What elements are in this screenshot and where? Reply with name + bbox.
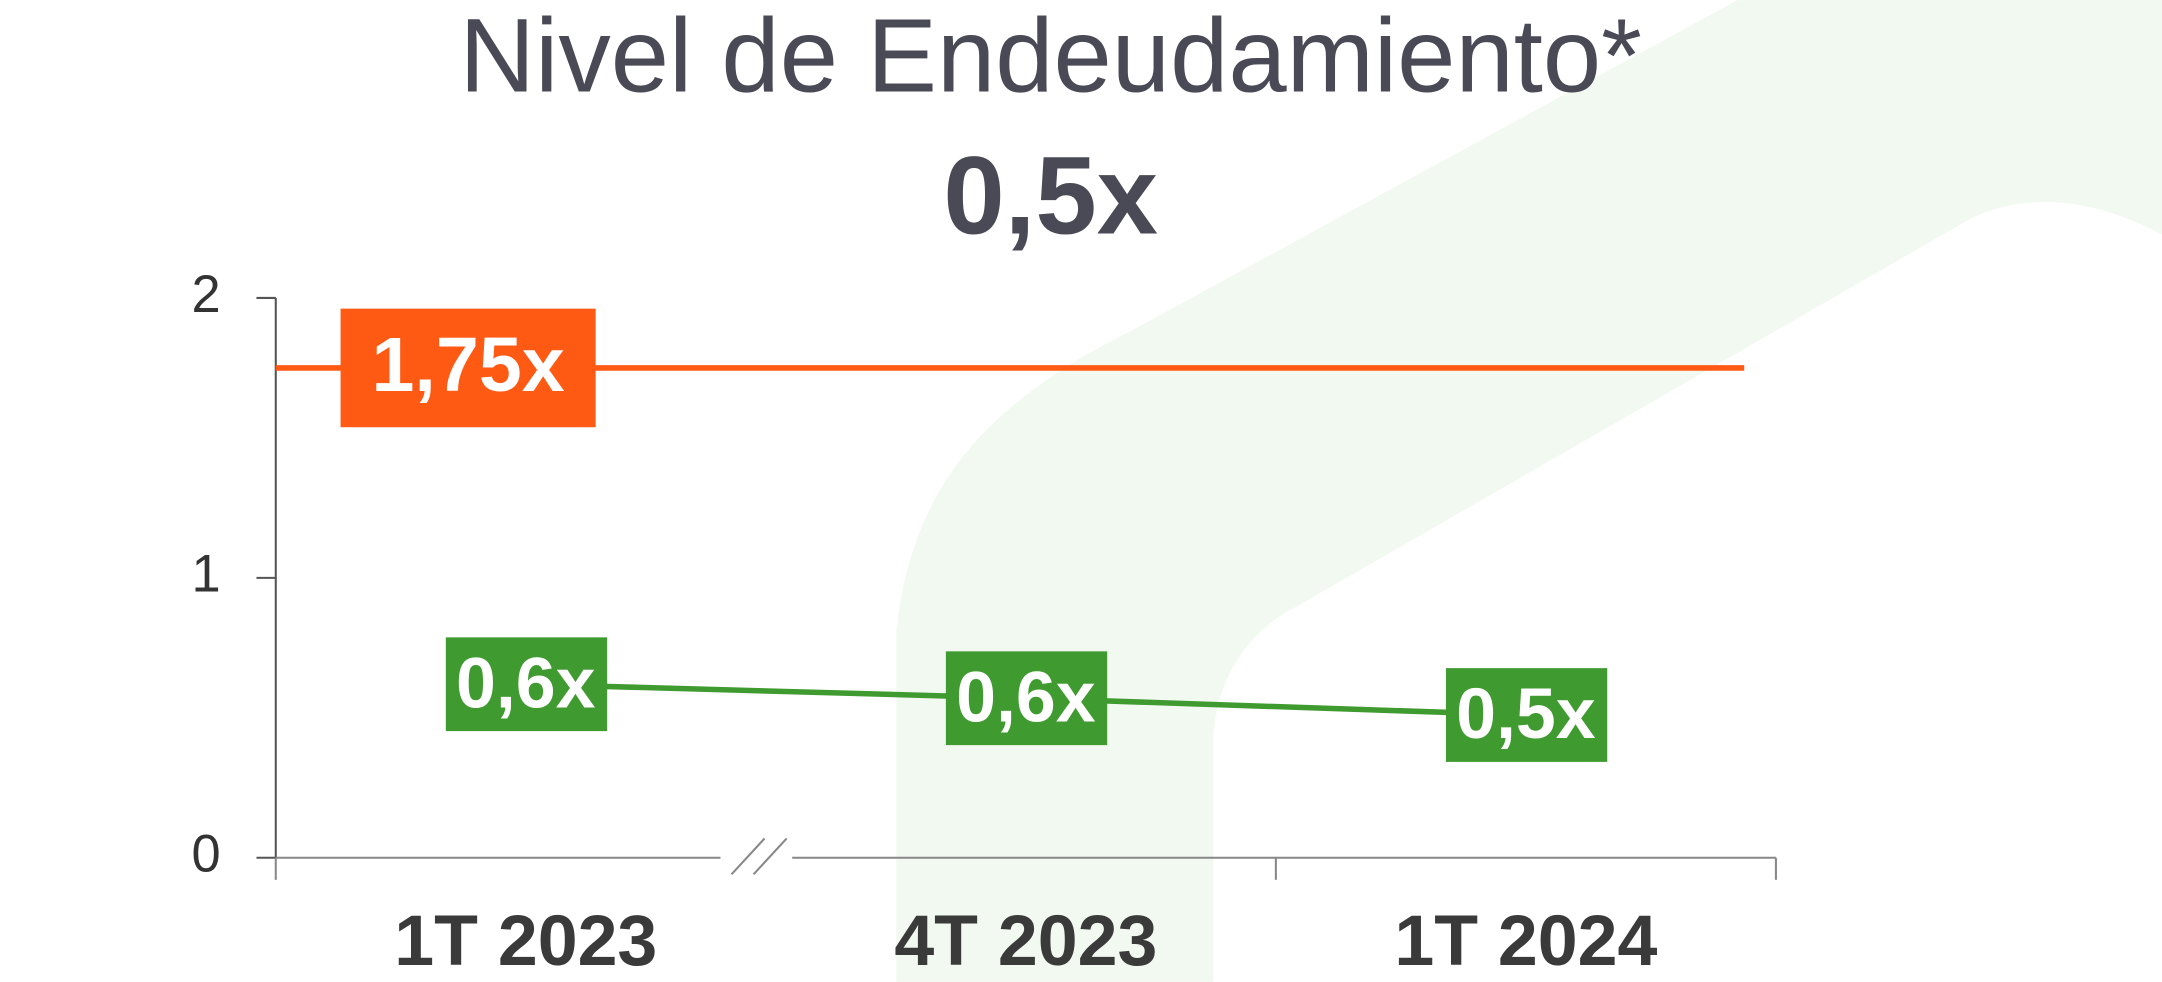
value-label: 0,6x (456, 643, 596, 723)
chart-subtitle: 0,5x (943, 134, 1158, 257)
value-label: 0,5x (1456, 674, 1596, 754)
y-tick-label: 0 (191, 826, 220, 884)
value-label: 0,6x (956, 657, 1096, 737)
value-label-box (945, 651, 1108, 746)
axis-break (752, 837, 788, 876)
value-label-box (340, 308, 596, 428)
chart-title: Nivel de Endeudamiento* (459, 0, 1641, 114)
x-tick-label: 1T 2023 (394, 901, 657, 981)
background-decoration (896, 0, 2162, 982)
x-tick-label: 1T 2024 (1394, 901, 1657, 981)
x-tick-label: 4T 2023 (894, 901, 1157, 981)
value-label-box (445, 637, 608, 732)
axis-break (730, 837, 766, 876)
value-label: 1,75x (372, 322, 565, 408)
y-tick-label: 1 (191, 546, 220, 604)
y-tick-label: 2 (191, 266, 220, 324)
value-label-box (1445, 668, 1608, 762)
